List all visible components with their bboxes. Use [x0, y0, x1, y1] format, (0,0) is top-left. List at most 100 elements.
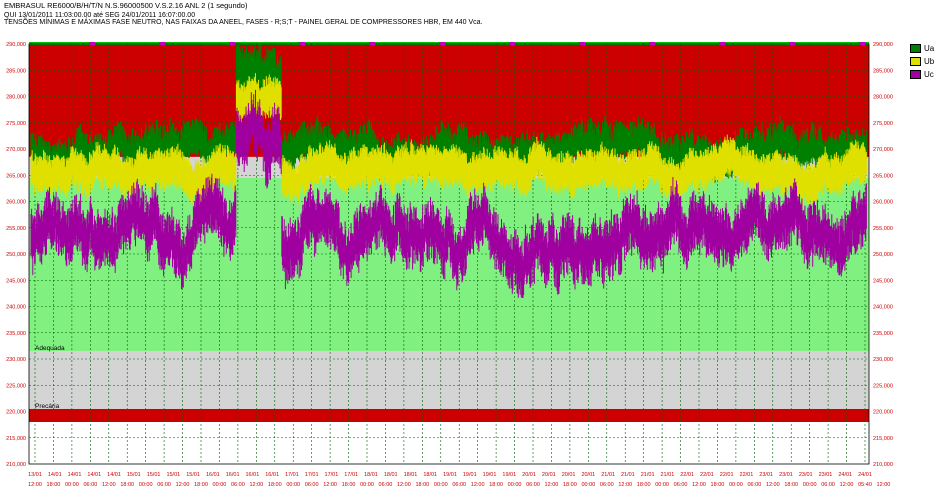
y-tick-label-left: 210,000: [6, 462, 26, 468]
x-tick-date: 15/01: [166, 472, 180, 478]
x-tick-time: 12:00: [323, 482, 337, 488]
x-tick-date: 17/01: [305, 472, 319, 478]
x-tick-date: 16/01: [245, 472, 259, 478]
band-2: [29, 351, 869, 409]
x-tick-date: 17/01: [285, 472, 299, 478]
x-tick-time: 12:00: [766, 482, 780, 488]
y-tick-label-right: 270,000: [873, 147, 893, 153]
band-0: [29, 422, 869, 464]
y-tick-label-right: 255,000: [873, 226, 893, 232]
x-tick-date: 15/01: [147, 472, 161, 478]
y-tick-label-left: 290,000: [6, 42, 26, 48]
x-tick-date: 22/01: [700, 472, 714, 478]
band-label-1: Precária: [35, 403, 60, 410]
x-tick-time: 18:00: [563, 482, 577, 488]
y-tick-label-left: 225,000: [6, 383, 26, 389]
x-tick-date: 16/01: [206, 472, 220, 478]
chart-header-line3: TENSÕES MÍNIMAS E MÁXIMAS FASE NEUTRO, N…: [4, 19, 483, 26]
y-tick-label-left: 245,000: [6, 278, 26, 284]
x-tick-date: 14/01: [68, 472, 82, 478]
x-tick-time: 18:00: [415, 482, 429, 488]
x-tick-time: 00:00: [508, 482, 522, 488]
x-tick-time: 00:00: [213, 482, 227, 488]
x-tick-date: 17/01: [344, 472, 358, 478]
top-marker: [789, 42, 795, 45]
x-tick-date: 21/01: [641, 472, 655, 478]
y-tick-label-left: 265,000: [6, 173, 26, 179]
y-tick-label-left: 270,000: [6, 147, 26, 153]
x-tick-time: 18:00: [47, 482, 61, 488]
x-tick-time: 00:00: [729, 482, 743, 488]
x-tick-date: 21/01: [660, 472, 674, 478]
x-tick-date: 20/01: [581, 472, 595, 478]
band-1: [29, 408, 869, 422]
x-tick-time: 18:00: [342, 482, 356, 488]
x-tick-time: 00:00: [286, 482, 300, 488]
x-tick-time: 06:00: [526, 482, 540, 488]
x-tick-time: 06:00: [379, 482, 393, 488]
x-tick-date: 18/01: [364, 472, 378, 478]
y-tick-label-left: 230,000: [6, 357, 26, 363]
x-tick-time: 06:00: [674, 482, 688, 488]
y-tick-label-right: 215,000: [873, 436, 893, 442]
x-tick-date: 23/01: [779, 472, 793, 478]
y-tick-label-left: 285,000: [6, 68, 26, 74]
x-tick-date: 19/01: [463, 472, 477, 478]
x-tick-date: 23/01: [759, 472, 773, 478]
legend-label-ub: Ub: [924, 56, 935, 66]
x-tick-date: 22/01: [740, 472, 754, 478]
x-tick-time: 00:00: [65, 482, 79, 488]
y-tick-label-left: 260,000: [6, 200, 26, 206]
x-tick-time: 06:00: [747, 482, 761, 488]
x-tick-time: 18:00: [637, 482, 651, 488]
x-tick-date: 18/01: [384, 472, 398, 478]
series-uc-line: [30, 89, 867, 298]
top-marker: [369, 42, 375, 45]
y-tick-label-right: 230,000: [873, 357, 893, 363]
x-tick-time: 12:00: [28, 482, 42, 488]
legend-swatch-ua: [910, 43, 921, 53]
legend-swatch-uc: [910, 69, 921, 79]
y-tick-label-left: 215,000: [6, 436, 26, 442]
x-tick-date: 19/01: [502, 472, 516, 478]
chart-header-line2: QUI 13/01/2011 11:03:00.00 até SEG 24/01…: [4, 12, 196, 19]
x-tick-time: 18:00: [268, 482, 282, 488]
y-tick-label-right: 275,000: [873, 121, 893, 127]
x-tick-time: 18:00: [489, 482, 503, 488]
y-tick-label-right: 250,000: [873, 252, 893, 258]
x-tick-date: 22/01: [680, 472, 694, 478]
x-tick-time: 12:00: [545, 482, 559, 488]
chart-header-line1: EMBRASUL RE6000/B/H/T/N N.S.96000500 V.S…: [4, 1, 248, 10]
x-tick-time: 00:00: [360, 482, 374, 488]
x-tick-date: 19/01: [483, 472, 497, 478]
y-tick-label-left: 235,000: [6, 331, 26, 337]
x-tick-date: 14/01: [48, 472, 62, 478]
x-tick-date: 19/01: [443, 472, 457, 478]
legend-item-uc: Uc: [910, 68, 934, 80]
top-marker: [649, 42, 655, 45]
top-marker: [159, 42, 165, 45]
legend-label-ua: Ua: [924, 43, 935, 53]
x-tick-time: 18:00: [784, 482, 798, 488]
x-tick-time: 06:00: [83, 482, 97, 488]
top-marker: [509, 42, 515, 45]
y-tick-label-right: 290,000: [873, 42, 893, 48]
x-tick-time: 12:00: [618, 482, 632, 488]
top-marker: [299, 42, 305, 45]
x-tick-date: 14/01: [107, 472, 121, 478]
y-tick-label-right: 235,000: [873, 331, 893, 337]
x-tick-date: 17/01: [325, 472, 339, 478]
x-tick-date: 24/01: [838, 472, 852, 478]
x-tick-time: 12:00: [471, 482, 485, 488]
x-tick-time: 12:00: [877, 482, 891, 488]
x-tick-time: 18:00: [711, 482, 725, 488]
chart-legend: Ua Ub Uc: [910, 42, 934, 81]
x-tick-date: 20/01: [542, 472, 556, 478]
x-tick-date: 15/01: [127, 472, 141, 478]
x-tick-time: 06:00: [600, 482, 614, 488]
x-tick-date: 18/01: [423, 472, 437, 478]
x-tick-time: 06:00: [157, 482, 171, 488]
top-marker: [229, 42, 235, 45]
y-tick-label-right: 265,000: [873, 173, 893, 179]
y-tick-label-left: 275,000: [6, 121, 26, 127]
